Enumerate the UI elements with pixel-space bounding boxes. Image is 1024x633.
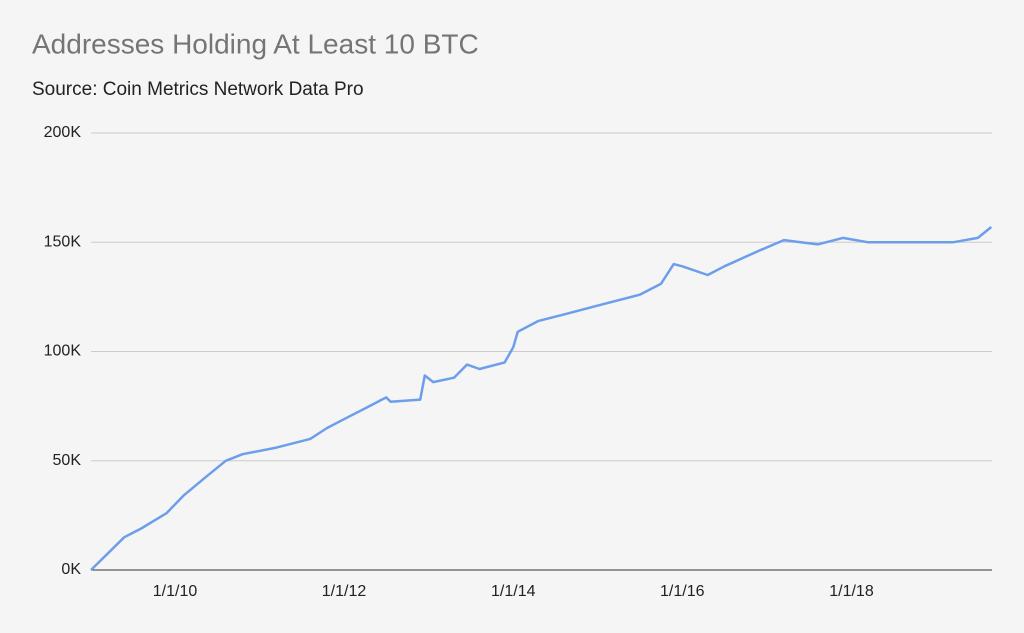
chart-title: Addresses Holding At Least 10 BTC	[32, 28, 479, 59]
x-tick-label: 1/1/10	[153, 583, 198, 600]
y-tick-label: 150K	[44, 233, 82, 250]
data-line	[90, 226, 993, 571]
x-tick-label: 1/1/14	[491, 583, 536, 600]
chart-subtitle: Source: Coin Metrics Network Data Pro	[32, 79, 364, 100]
x-tick-label: 1/1/16	[660, 583, 705, 600]
y-tick-label: 200K	[44, 124, 82, 141]
y-tick-label: 100K	[44, 343, 82, 360]
y-tick-label: 0K	[61, 561, 81, 578]
y-tick-label: 50K	[53, 452, 82, 469]
x-tick-label: 1/1/18	[829, 583, 874, 600]
x-tick-label: 1/1/12	[322, 583, 367, 600]
